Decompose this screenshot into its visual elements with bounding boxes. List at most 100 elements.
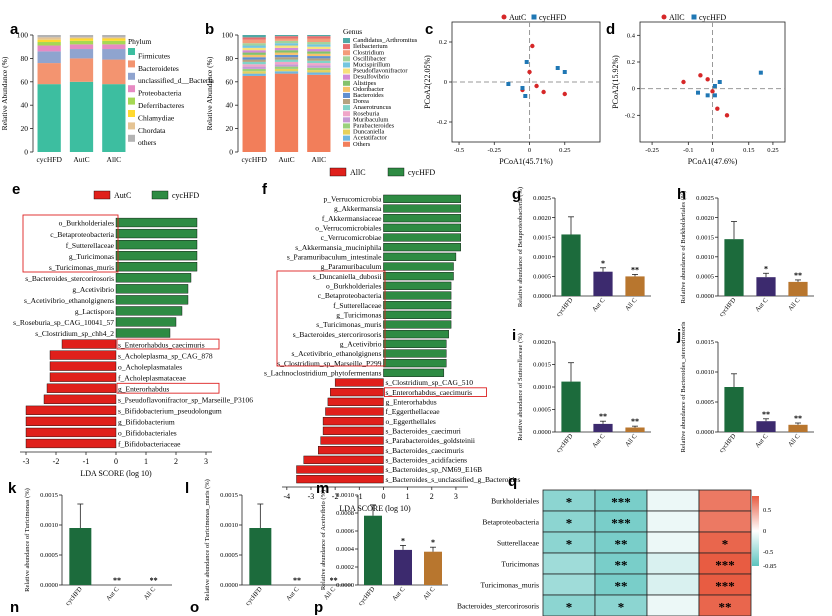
lda-bar [383,194,461,203]
y-tick-label: 0.4 [627,32,636,39]
y-tick-label: 0.0000 [533,293,551,300]
bar-segment [307,63,331,66]
bar-label: o_Verrucomicrobiales [315,224,381,233]
bar-label: s_Pseudoflavonifractor_sp_Marseille_P310… [118,396,253,405]
bar-segment [274,52,299,55]
bar-segment [274,43,299,46]
lda-bar [383,214,461,223]
bar-segment [307,65,331,68]
bar-segment [37,63,61,85]
bar-segment [307,49,331,52]
colorbar-tick-label: -0.5 [763,549,773,556]
legend-swatch [343,62,350,68]
lda-bar [49,372,117,382]
x-tick-label: All C [143,586,158,601]
bar [593,271,613,296]
x-tick-label: -0.5 [454,147,464,154]
bar [561,381,581,432]
data-point [541,89,546,95]
legend-swatch [343,117,350,123]
bar-label: o_Burkholderiales [59,219,114,228]
y-tick-label: 0.0020 [533,339,551,346]
bar-segment [307,42,331,45]
significance-mark: ** [794,414,802,423]
x-tick-label: AutC [278,155,294,164]
panel-label-l: l [185,480,189,497]
significance-mark: * [601,259,605,268]
y-tick-label: 0.0005 [40,552,58,559]
bar-segment [274,73,299,152]
heatmap-star: ** [615,537,628,552]
y-tick-label: 100 [222,31,234,40]
x-tick-label: Aut C [754,433,769,450]
x-tick-label: 0.25 [559,147,570,154]
legend-label: Bacteroidetes [138,64,179,73]
bar-segment [102,44,126,50]
y-axis-title: Relative abundance of Betaproteobacteria… [517,187,524,307]
x-tick-label: cycHFD [244,586,264,608]
lda-bar [46,383,117,393]
lda-bar [383,359,447,368]
significance-mark: ** [631,417,639,426]
bar-segment [37,51,61,64]
significance-mark: ** [113,576,121,585]
bar-label: s_Akkermansia_muciniphila [295,243,382,252]
legend-label: cycHFD [408,168,435,177]
y-tick-label: 40 [21,101,29,110]
lda-bar [115,306,183,316]
legend-swatch [93,190,111,200]
x-tick-label: All C [787,297,802,312]
lda-bar [330,388,384,397]
x-tick-label: cycHFD [64,586,84,608]
x-tick-label: 0.25 [767,147,778,154]
heatmap-cell [698,510,752,533]
legend-swatch [343,38,350,44]
colorbar [752,496,759,566]
x-tick-label: -3 [23,457,30,466]
legend-label: Alistipes [353,80,377,87]
heatmap-cell [698,489,752,512]
bar-segment [307,51,331,54]
lda-bar [115,239,198,250]
bar-segment [242,50,266,53]
y-tick-label: 100 [17,31,29,40]
lda-bar [115,262,198,272]
y-tick-label: 0.0025 [696,195,714,202]
panel-label-e: e [12,181,20,198]
bar-label: s_Bacteroides_sp_NM69_E16B [385,465,482,474]
data-point [696,90,700,95]
bar-segment [102,38,126,41]
data-point [506,82,511,86]
bar [593,423,613,432]
bar-label: f_Eggerthellaceae [385,407,440,416]
highlight-group-box-f [276,270,386,367]
bar-segment [242,71,266,74]
lda-bar [383,320,452,329]
bar-label: c_Betaproteobacteria [50,230,114,239]
bar-segment [307,60,331,64]
y-axis-title: Relative abundance of Turicimonas (%) [24,488,31,592]
panel-label-c: c [425,21,433,38]
legend-swatch [128,85,135,93]
y-axis-title: PCoA2(22.05%) [423,55,432,109]
bar [561,234,581,296]
y-axis-title: Relative Abundance (%) [205,56,214,130]
y-tick-label: 0.0015 [696,234,714,241]
panel-label-m: m [316,480,329,497]
y-tick-label: 0.0000 [696,293,714,300]
significance-mark: * [401,536,405,545]
panel-label-n: n [10,599,19,616]
bar-segment [242,61,266,65]
legend-marker [691,14,697,20]
lda-bar [383,301,452,310]
bar-segment [307,72,331,75]
panel-b: 0 20 40 60 80 100 Relative Abundance (%) cycHFD… [205,27,418,164]
panel-label-h: h [677,186,686,203]
bar-segment [69,35,94,38]
lda-bar [322,426,384,435]
x-tick-label: 2 [174,457,178,466]
legend-label: Candidatus_Arthromitus [353,37,418,44]
lda-bar [61,339,117,349]
bar-segment [37,35,61,38]
